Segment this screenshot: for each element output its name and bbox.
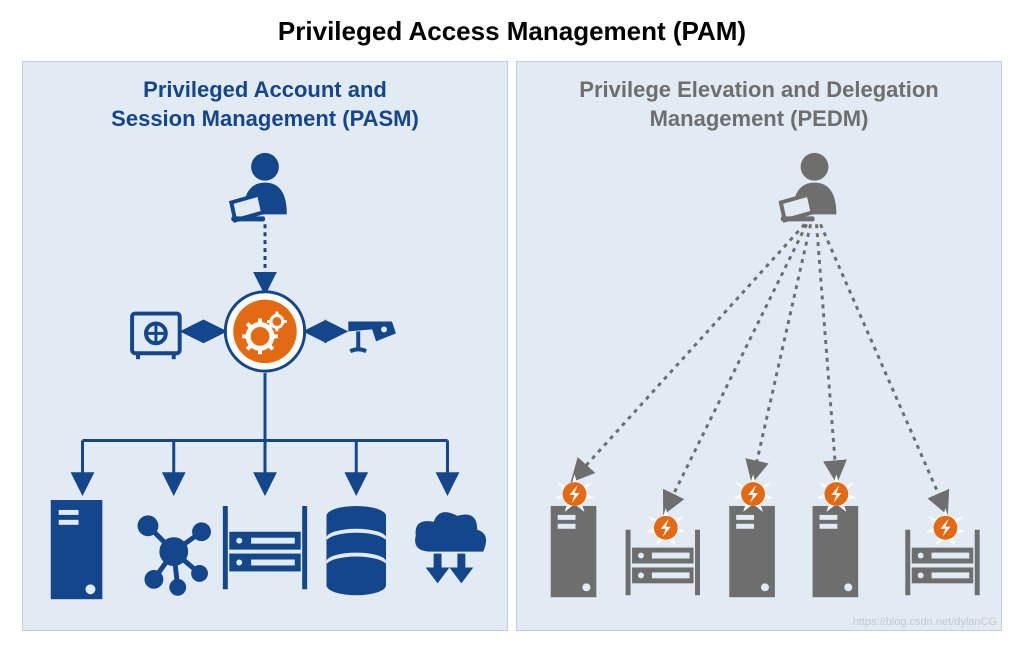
user-icon: [231, 153, 287, 221]
user-icon: [781, 153, 837, 221]
pasm-title-line2: Session Management (PASM): [111, 106, 419, 131]
pasm-title: Privileged Account and Session Managemen…: [23, 62, 507, 141]
vault-icon: [132, 314, 180, 360]
pasm-panel: Privileged Account and Session Managemen…: [22, 61, 508, 631]
pedm-diagram: [517, 141, 1001, 621]
pedm-title: Privilege Elevation and Delegation Manag…: [517, 62, 1001, 141]
endpoint-server-a: [551, 474, 597, 597]
server-tower-icon: [51, 500, 103, 599]
endpoint-rack-b: [908, 508, 977, 595]
database-icon: [326, 506, 386, 595]
cloud-icon: [415, 512, 486, 583]
pedm-panel: Privilege Elevation and Delegation Manag…: [516, 61, 1002, 631]
pedm-title-line2: Management (PEDM): [650, 106, 869, 131]
main-title: Privileged Access Management (PAM): [8, 16, 1016, 47]
endpoint-server-b: [729, 474, 775, 597]
watermark-text: https://blog.csdn.net/dylanCG: [853, 616, 997, 628]
network-graph-icon: [140, 518, 208, 593]
rack-server-icon: [225, 506, 304, 589]
pasm-title-line1: Privileged Account and: [143, 77, 387, 102]
pedm-title-line1: Privilege Elevation and Delegation: [579, 77, 938, 102]
pasm-diagram: [23, 141, 507, 621]
endpoint-server-c: [813, 474, 859, 597]
endpoint-rack-a: [628, 508, 697, 595]
controller-hub-icon: [225, 292, 304, 371]
camera-icon: [348, 322, 396, 352]
